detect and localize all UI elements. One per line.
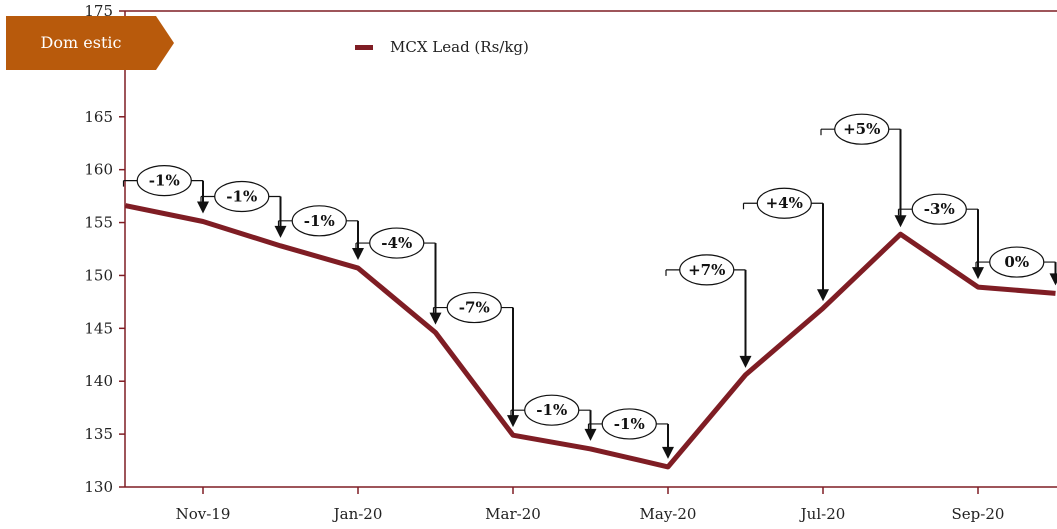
arrow-head (1049, 273, 1057, 286)
change-annotation: -4% (355, 227, 442, 325)
arrow-head (352, 248, 364, 261)
y-tick-label: 150 (84, 266, 113, 284)
arrow-head (584, 428, 597, 441)
arrow-head (894, 215, 907, 228)
y-tick-label: 135 (84, 425, 113, 443)
label-oval (446, 291, 502, 324)
change-annotation: -7% (432, 291, 519, 428)
label-oval (136, 165, 192, 197)
legend-swatch (355, 45, 373, 50)
change-label: -1% (614, 415, 645, 433)
label-oval (834, 113, 890, 145)
change-label: +7% (688, 261, 725, 279)
y-tick-label: 140 (84, 372, 113, 390)
label-oval (524, 394, 580, 426)
y-axis: 130135140145150155160165170175 (84, 2, 126, 496)
label-oval (214, 180, 270, 213)
arrow-head (507, 415, 519, 428)
change-label: 0% (1004, 253, 1029, 271)
y-tick-label: 160 (84, 161, 113, 179)
change-annotation: -1% (277, 205, 364, 261)
x-tick-label: Jan-20 (332, 505, 383, 523)
y-tick-label: 175 (84, 2, 113, 20)
tag-label: Dom estic (40, 33, 122, 52)
y-tick-label: 145 (84, 319, 113, 337)
change-annotation: +7% (665, 254, 752, 368)
label-oval (989, 246, 1045, 278)
arrow-head (739, 355, 752, 368)
tag-shape (6, 16, 174, 70)
change-label: -1% (304, 212, 335, 230)
change-annotation: +4% (742, 187, 829, 302)
y-tick-label: 165 (84, 108, 113, 126)
x-tick-label: Nov-19 (176, 505, 231, 523)
x-axis: Nov-19 Jan-20 Mar-20 May-20 Jul-20 Sep-20 (125, 10, 1057, 523)
change-annotation: -1% (587, 408, 674, 459)
legend-label: MCX Lead (Rs/kg) (390, 38, 529, 56)
arrow-head (817, 289, 829, 302)
change-label: -7% (459, 299, 490, 317)
change-label: +5% (843, 120, 880, 138)
label-oval (291, 205, 347, 237)
label-oval (369, 227, 425, 259)
x-tick-label: May-20 (640, 505, 697, 523)
change-annotation: 0% (975, 246, 1057, 286)
change-label: -4% (381, 234, 412, 252)
change-annotations: -1% -1% -1% -4% -7% -1% -1% +7% +4% +5% -3% 0% (122, 113, 1057, 459)
label-oval (679, 254, 735, 286)
y-tick-label: 130 (84, 478, 113, 496)
x-tick-label: Sep-20 (952, 505, 1005, 523)
series-line (124, 203, 1056, 470)
section-tag (6, 16, 174, 70)
change-label: -1% (149, 172, 180, 190)
change-annotation: -1% (122, 165, 209, 214)
change-annotation: +5% (820, 113, 907, 228)
arrow-head (662, 446, 674, 459)
change-annotation: -1% (510, 394, 597, 441)
arrow-head (429, 312, 442, 325)
legend: MCX Lead (Rs/kg) (355, 38, 529, 56)
series-path (124, 203, 1056, 470)
arrow-head (274, 225, 287, 238)
change-label: -1% (226, 187, 257, 205)
arrow-head (197, 201, 209, 214)
label-oval (756, 187, 812, 219)
y-tick-label: 155 (84, 214, 113, 232)
arrow-head (972, 267, 984, 280)
label-oval (601, 408, 657, 440)
change-label: +4% (766, 194, 803, 212)
change-annotation: -3% (897, 193, 984, 280)
x-tick-label: Mar-20 (485, 505, 541, 523)
change-label: -3% (924, 200, 955, 218)
change-label: -1% (536, 401, 567, 419)
change-annotation: -1% (200, 180, 287, 238)
label-oval (911, 193, 967, 225)
x-tick-label: Jul-20 (799, 505, 846, 523)
